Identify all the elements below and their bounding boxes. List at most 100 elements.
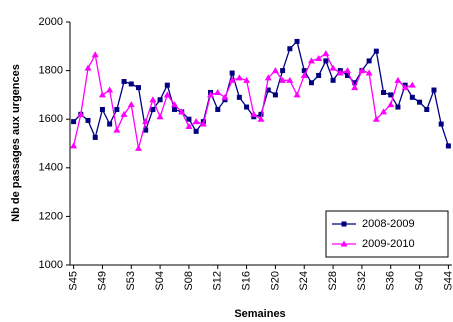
point: [228, 76, 236, 83]
point: [127, 101, 135, 108]
point: [395, 104, 401, 110]
x-tick-label: S40: [413, 271, 425, 291]
point: [264, 74, 272, 81]
point: [394, 76, 402, 83]
point: [323, 58, 329, 64]
point: [308, 80, 314, 86]
point: [351, 84, 359, 91]
point: [99, 106, 105, 112]
x-tick-label: S45: [68, 271, 80, 291]
point: [388, 92, 394, 98]
point: [257, 115, 265, 122]
point: [287, 46, 293, 52]
point: [438, 121, 444, 127]
x-tick-label: S12: [212, 271, 224, 291]
point: [186, 116, 192, 122]
point: [315, 54, 323, 61]
point: [424, 106, 430, 112]
point: [236, 94, 242, 100]
point: [372, 115, 380, 122]
point: [192, 118, 200, 125]
x-tick-label: S16: [240, 271, 252, 291]
x-tick-label: S44: [442, 271, 453, 291]
point: [307, 57, 315, 64]
point: [156, 113, 164, 120]
point: [294, 38, 300, 44]
point: [134, 144, 142, 151]
point: [70, 142, 78, 149]
point: [91, 51, 99, 58]
y-axis-label: Nb de passages aux urgences: [10, 64, 22, 222]
point: [229, 70, 235, 76]
point: [77, 110, 85, 117]
point: [178, 108, 186, 115]
x-tick-label: S08: [183, 271, 195, 291]
point: [271, 67, 279, 74]
point: [243, 76, 251, 83]
y-tick-label: 1400: [39, 162, 63, 174]
y-tick-label: 1200: [39, 210, 63, 222]
point: [373, 48, 379, 54]
point: [250, 110, 258, 117]
point: [149, 96, 157, 103]
point: [366, 58, 372, 64]
point: [92, 134, 98, 140]
point: [214, 88, 222, 95]
point: [301, 68, 307, 74]
y-tick-label: 1800: [39, 65, 63, 77]
x-axis-label: Semaines: [234, 308, 285, 320]
point: [98, 91, 106, 98]
point: [445, 143, 451, 149]
legend: 2008-2009 2009-2010: [325, 210, 449, 258]
point: [120, 110, 128, 117]
point: [336, 69, 344, 76]
point: [293, 91, 301, 98]
point: [316, 72, 322, 78]
point: [365, 69, 373, 76]
x-tick-label: S24: [298, 271, 310, 291]
point: [344, 72, 350, 78]
point: [272, 92, 278, 98]
point: [143, 127, 149, 133]
point: [107, 121, 113, 127]
point: [221, 93, 229, 100]
x-tick-label: S49: [96, 271, 108, 291]
point: [163, 91, 171, 98]
point: [215, 106, 221, 112]
point: [279, 76, 287, 83]
point: [244, 104, 250, 110]
x-tick-label: S36: [385, 271, 397, 291]
point: [71, 119, 77, 125]
point: [343, 67, 351, 74]
point: [387, 101, 395, 108]
point: [417, 99, 423, 105]
legend-label: 2008-2009: [362, 218, 415, 230]
legend-marker: [340, 240, 348, 247]
legend-marker: [341, 221, 347, 227]
point: [358, 67, 366, 74]
point: [235, 74, 243, 81]
point: [106, 86, 114, 93]
x-tick-label: S53: [125, 271, 137, 291]
point: [171, 101, 179, 108]
point: [381, 89, 387, 95]
point: [114, 106, 120, 112]
point: [142, 118, 150, 125]
point: [408, 81, 416, 88]
point: [164, 82, 170, 88]
point: [185, 122, 193, 129]
point: [431, 87, 437, 93]
point: [409, 94, 415, 100]
point: [150, 106, 156, 112]
point: [329, 64, 337, 71]
x-tick-label: S32: [356, 271, 368, 291]
y-tick-label: 2000: [39, 16, 63, 28]
point: [193, 128, 199, 134]
point: [286, 76, 294, 83]
point: [300, 71, 308, 78]
point: [135, 85, 141, 91]
point: [380, 108, 388, 115]
point: [128, 81, 134, 87]
legend-label: 2009-2010: [362, 238, 415, 250]
